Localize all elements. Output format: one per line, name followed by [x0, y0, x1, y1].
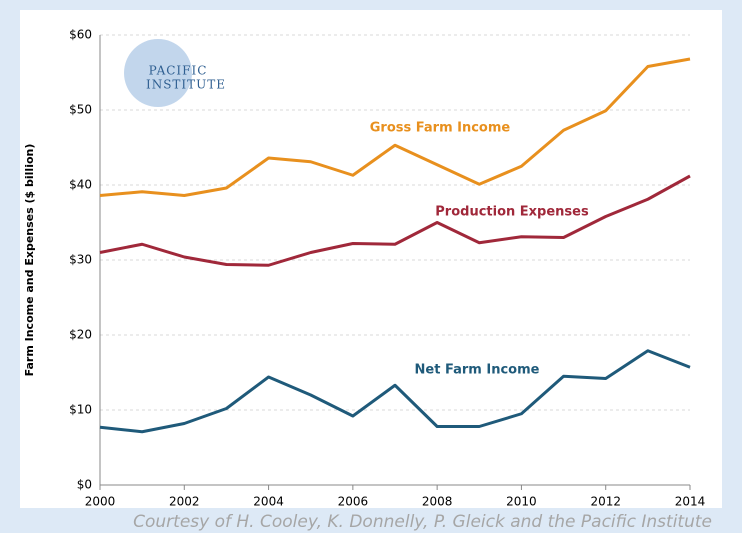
y-axis-label: Farm Income and Expenses ($ billion) [23, 144, 36, 377]
logo-text: PACIFIC [149, 64, 208, 78]
caption: Courtesy of H. Cooley, K. Donnelly, P. G… [133, 512, 712, 532]
logo-text: INSTITUTE [146, 78, 226, 92]
series-line [99, 349, 691, 434]
y-tick-label: $50 [69, 103, 92, 117]
y-tick-label: $30 [69, 253, 92, 267]
series-label: Net Farm Income [415, 363, 540, 378]
x-tick-label: 2010 [506, 495, 537, 509]
series-line [99, 57, 691, 197]
series-label: Gross Farm Income [370, 121, 511, 136]
y-tick-label: $0 [77, 478, 92, 492]
x-tick-label: 2012 [590, 495, 621, 509]
y-tick-label: $60 [69, 28, 92, 42]
logo-circle [124, 39, 192, 107]
x-tick-label: 2014 [675, 495, 706, 509]
x-tick-label: 2002 [169, 495, 200, 509]
x-tick-label: 2004 [253, 495, 284, 509]
x-tick-label: 2008 [422, 495, 453, 509]
y-tick-label: $40 [69, 178, 92, 192]
y-tick-label: $20 [69, 328, 92, 342]
y-tick-label: $10 [69, 403, 92, 417]
series-label: Production Expenses [435, 205, 589, 220]
x-tick-label: 2000 [85, 495, 116, 509]
x-tick-label: 2006 [338, 495, 369, 509]
plot-panel [20, 10, 722, 508]
series-line [99, 174, 691, 267]
